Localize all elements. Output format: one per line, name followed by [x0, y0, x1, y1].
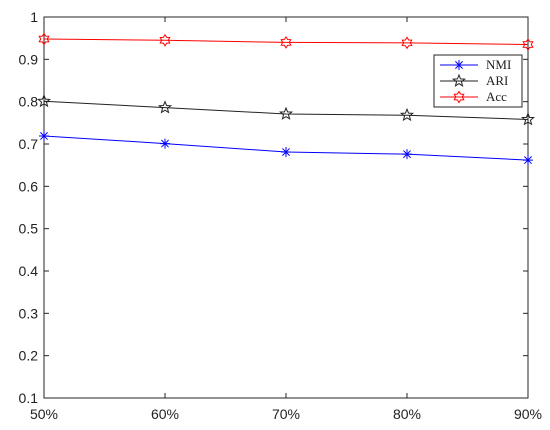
- star-marker: [36, 93, 52, 108]
- y-tick-label: 0.4: [19, 263, 39, 279]
- legend-item-nmi: NMI: [440, 57, 511, 72]
- y-tick-label: 0.7: [19, 136, 39, 152]
- x-axis: 50% 60% 70% 80% 90%: [30, 17, 542, 422]
- series-line: [43, 100, 529, 120]
- legend-item-acc: Acc: [440, 89, 507, 104]
- series-ari: [36, 93, 536, 126]
- point-marker: [39, 130, 49, 141]
- legend-item-ari: ARI: [440, 73, 508, 88]
- series-layer: [36, 32, 536, 166]
- x-tick-label: 50%: [30, 406, 58, 422]
- series-line: [43, 38, 529, 46]
- y-tick-label: 0.2: [19, 348, 39, 364]
- y-tick-label: 1: [30, 9, 38, 25]
- star-marker: [399, 107, 415, 122]
- hexagram-marker: [401, 36, 413, 50]
- x-tick-label: 80%: [393, 406, 421, 422]
- point-marker: [281, 147, 291, 158]
- hexagram-marker: [453, 90, 465, 104]
- asterisk-marker: [523, 155, 533, 166]
- y-tick-label: 0.8: [19, 94, 39, 110]
- legend-label: ARI: [486, 73, 508, 88]
- hexagram-marker: [38, 32, 50, 46]
- star-marker: [520, 112, 536, 126]
- legend-label: NMI: [486, 57, 511, 72]
- asterisk-marker: [39, 130, 49, 141]
- point-marker: [160, 138, 170, 149]
- star-marker: [451, 73, 467, 87]
- series-acc: [38, 32, 534, 51]
- hexagram-marker: [522, 38, 534, 51]
- legend-label: Acc: [486, 89, 507, 104]
- x-tick-label: 90%: [514, 406, 542, 422]
- y-tick-label: 0.3: [19, 305, 39, 321]
- x-tick-label: 70%: [272, 406, 300, 422]
- y-axis: 0.1 0.2 0.3 0.4 0.5 0.6 0.7 0.8 0.9 1: [19, 9, 528, 406]
- y-tick-label: 0.5: [19, 221, 39, 237]
- point-marker: [454, 60, 464, 70]
- series-nmi: [39, 130, 533, 166]
- y-tick-label: 0.9: [19, 51, 39, 67]
- asterisk-marker: [402, 149, 412, 160]
- point-marker: [523, 155, 533, 166]
- star-marker: [278, 106, 294, 120]
- hexagram-marker: [159, 33, 171, 47]
- asterisk-marker: [160, 138, 170, 149]
- x-tick-label: 60%: [151, 406, 179, 422]
- star-marker: [157, 100, 173, 114]
- asterisk-marker: [454, 60, 464, 70]
- point-marker: [402, 149, 412, 160]
- asterisk-marker: [281, 147, 291, 158]
- hexagram-marker: [280, 35, 292, 49]
- y-tick-label: 0.6: [19, 178, 39, 194]
- y-tick-label: 0.1: [19, 390, 39, 406]
